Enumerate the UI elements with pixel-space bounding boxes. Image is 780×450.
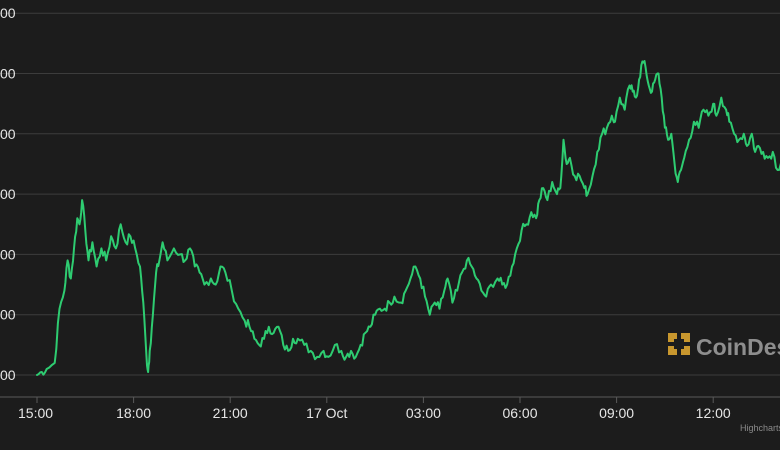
y-tick-label: 00 — [0, 126, 16, 142]
x-tick-label: 09:00 — [599, 405, 634, 421]
y-tick-label: 00 — [0, 307, 16, 323]
y-tick-label: 00 — [0, 246, 16, 262]
x-tick-label: 18:00 — [116, 405, 151, 421]
highcharts-credits[interactable]: Highcharts — [740, 423, 780, 433]
x-tick-label: 06:00 — [502, 405, 537, 421]
y-tick-label: 00 — [0, 367, 16, 383]
coindesk-logo-text: CoinDesk — [696, 334, 780, 360]
y-axis-tick-labels: 00 00 00 00 00 00 00 — [0, 5, 16, 383]
y-tick-label: 00 — [0, 5, 16, 21]
y-tick-label: 00 — [0, 186, 16, 202]
x-tick-label: 17 Oct — [306, 405, 347, 421]
coindesk-logo-icon — [668, 333, 690, 355]
y-tick-label: 00 — [0, 66, 16, 82]
x-tick-label: 12:00 — [696, 405, 731, 421]
coindesk-logo[interactable]: CoinDesk — [668, 333, 780, 360]
price-series-line[interactable] — [36, 60, 780, 376]
x-tick-label: 21:00 — [213, 405, 248, 421]
grid-lines — [0, 12, 780, 376]
x-tick-label: 15:00 — [18, 405, 53, 421]
x-axis-tick-labels: 15:00 18:00 21:00 17 Oct 03:00 06:00 09:00 12:0… — [18, 397, 731, 421]
x-tick-label: 03:00 — [406, 405, 441, 421]
series-layer — [36, 60, 780, 376]
